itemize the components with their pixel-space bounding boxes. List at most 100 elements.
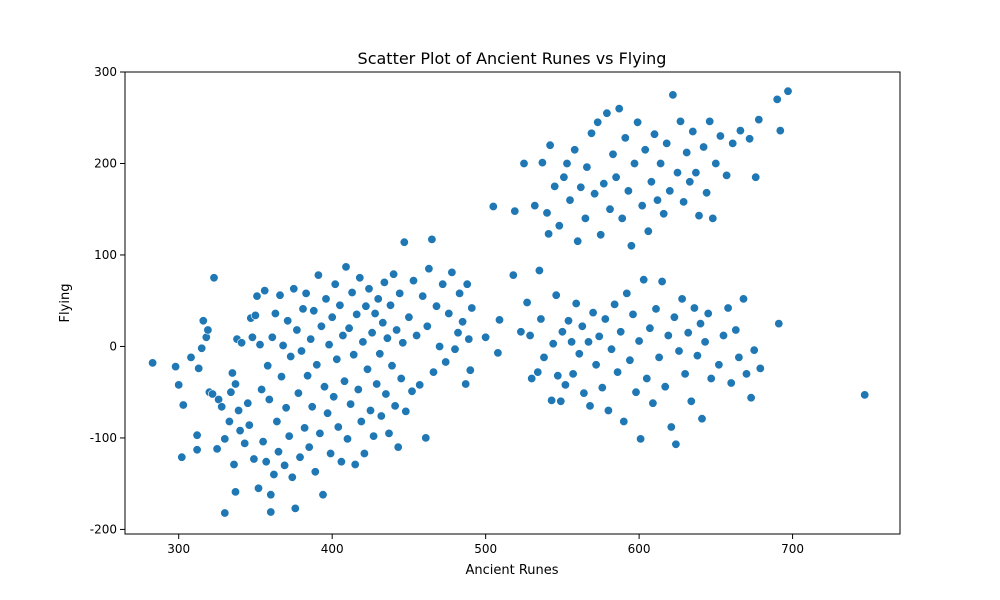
data-point [399,237,409,247]
data-point [603,405,613,415]
data-point [300,423,310,433]
data-point [548,339,558,349]
data-point [654,352,664,362]
data-point [342,434,352,444]
data-point [226,387,236,397]
data-point [530,201,540,211]
data-point [582,162,592,172]
data-points [148,86,870,518]
data-point [692,351,702,361]
data-point [203,325,213,335]
data-point [616,327,626,337]
data-point [312,360,322,370]
data-point [346,399,356,409]
data-point [591,360,601,370]
data-point [220,434,230,444]
data-point [620,133,630,143]
data-point [625,355,635,365]
data-point [186,352,196,362]
data-point [602,108,612,118]
y-tick-label: -100 [90,431,117,445]
data-point [347,287,357,297]
data-point [659,209,669,219]
data-point [585,401,595,411]
data-point [385,300,395,310]
data-point [672,168,682,178]
data-point [567,337,577,347]
data-point [588,308,598,318]
data-point [252,291,262,301]
data-point [428,367,438,377]
data-point [646,177,656,187]
data-point [384,428,394,438]
y-tick-label: 300 [94,65,117,79]
data-point [316,321,326,331]
data-point [606,344,616,354]
data-point [508,270,518,280]
data-point [303,371,313,381]
data-point [174,380,184,390]
data-point [705,116,715,126]
data-point [714,360,724,370]
data-point [711,159,721,169]
data-point [393,442,403,452]
data-point [375,349,385,359]
x-tick-label: 700 [781,542,804,556]
chart-title: Scatter Plot of Ancient Runes vs Flying [358,49,667,68]
data-point [355,273,365,283]
y-tick-label: 0 [109,339,117,353]
data-point [660,382,670,392]
data-point [576,182,586,192]
data-point [148,358,158,368]
data-point [559,172,569,182]
data-point [421,433,431,443]
data-point [296,346,306,356]
data-point [542,208,552,218]
data-point [352,309,362,319]
data-point [522,297,532,307]
data-point [563,316,573,326]
data-point [688,127,698,137]
data-point [313,270,323,280]
data-point [626,241,636,251]
data-point [240,438,250,448]
data-point [533,367,543,377]
data-point [339,376,349,386]
data-point [264,394,274,404]
data-point [255,340,265,350]
data-point [194,363,204,373]
data-point [362,364,372,374]
data-point [390,401,400,411]
data-point [640,145,650,155]
data-point [258,437,268,447]
data-point [415,380,425,390]
data-point [656,159,666,169]
data-point [408,276,418,286]
data-point [235,426,245,436]
data-point [261,457,271,467]
data-point [389,269,399,279]
y-axis-label: Flying [58,284,73,323]
data-point [775,126,785,136]
data-point [447,267,457,277]
data-point [370,308,380,318]
data-point [450,344,460,354]
data-point [171,362,181,372]
data-point [560,380,570,390]
data-point [269,469,279,479]
data-point [379,277,389,287]
data-point [341,262,351,272]
data-point [289,284,299,294]
data-point [435,341,445,351]
data-point [629,159,639,169]
data-point [674,346,684,356]
data-point [562,159,572,169]
data-point [700,337,710,347]
data-point [387,361,397,371]
data-point [741,369,751,379]
data-point [407,386,417,396]
data-point [369,431,379,441]
data-point [738,294,748,304]
data-point [270,308,280,318]
data-point [319,382,329,392]
